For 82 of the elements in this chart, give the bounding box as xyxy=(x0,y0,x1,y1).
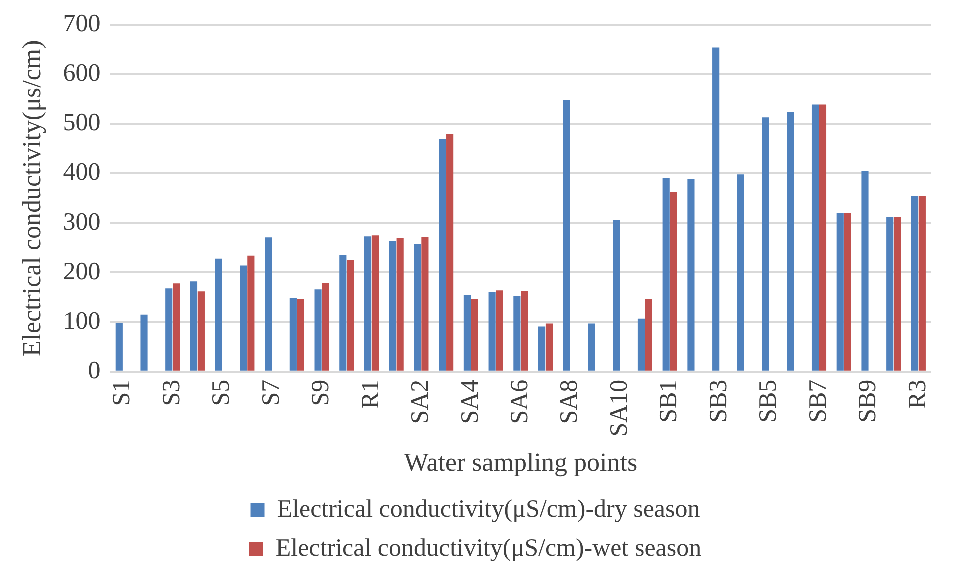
x-tick-label: SA10 xyxy=(606,380,633,437)
legend-label: Electrical conductivity(μS/cm)-dry season xyxy=(277,496,701,524)
x-tick-label: SB5 xyxy=(755,380,782,423)
bar xyxy=(514,296,521,371)
bar xyxy=(886,217,894,371)
bar xyxy=(166,288,173,371)
bar xyxy=(496,290,504,371)
bar xyxy=(712,48,720,371)
bar xyxy=(389,242,396,371)
bar xyxy=(372,236,380,371)
bar xyxy=(819,104,827,371)
y-axis-title: Electrical conductivity(μs/cm) xyxy=(17,40,46,357)
x-axis-title: Water sampling points xyxy=(404,448,638,478)
y-tick-label: 100 xyxy=(63,308,101,335)
bar xyxy=(396,238,404,371)
legend-label: Electrical conductivity(μS/cm)-wet season xyxy=(276,535,702,562)
bar xyxy=(464,296,472,371)
bar xyxy=(894,217,902,371)
x-tick-label: SB1 xyxy=(656,380,683,423)
bar xyxy=(563,100,570,371)
bar xyxy=(488,292,496,371)
bar xyxy=(240,266,248,371)
x-tick-label: SA6 xyxy=(506,380,534,424)
bar xyxy=(340,255,347,371)
y-tick-label: 500 xyxy=(63,110,101,137)
y-tick-label: 700 xyxy=(63,10,101,38)
x-tick-label: S3 xyxy=(158,380,186,406)
bar xyxy=(911,196,919,371)
bar xyxy=(414,244,422,371)
bar xyxy=(918,196,926,371)
y-tick-label: 200 xyxy=(63,258,101,286)
x-tick-label: S9 xyxy=(308,380,335,406)
x-tick-label: SB9 xyxy=(854,380,882,423)
bar xyxy=(613,220,620,371)
bar xyxy=(670,192,678,371)
bar xyxy=(446,134,454,371)
bar xyxy=(546,324,554,371)
y-tick-label: 300 xyxy=(63,208,101,236)
bar xyxy=(588,324,596,371)
bar xyxy=(688,179,695,371)
bar xyxy=(638,318,646,371)
bar xyxy=(439,139,446,371)
x-tick-label: R3 xyxy=(904,380,932,410)
bar xyxy=(173,284,180,371)
x-tick-label: SA2 xyxy=(407,380,434,424)
bar xyxy=(322,283,330,371)
bar xyxy=(364,236,372,371)
bar xyxy=(787,112,794,371)
bar xyxy=(248,256,255,371)
bar xyxy=(290,298,297,371)
bar xyxy=(422,237,429,371)
x-tick-label: SB3 xyxy=(705,380,732,423)
x-tick-label: R1 xyxy=(357,380,384,410)
bar xyxy=(645,300,652,371)
x-tick-label: S1 xyxy=(108,380,136,406)
bar xyxy=(812,104,820,371)
bar xyxy=(116,323,123,371)
x-tick-label: S5 xyxy=(208,380,236,406)
bar xyxy=(198,292,205,371)
x-tick-label: SA4 xyxy=(456,379,484,424)
x-tick-label: SA8 xyxy=(556,380,584,424)
bar xyxy=(140,314,148,371)
bar xyxy=(265,238,272,371)
y-tick-label: 400 xyxy=(63,159,101,186)
bar xyxy=(862,171,869,371)
x-tick-label: S7 xyxy=(258,380,285,406)
bar xyxy=(737,174,744,371)
bar xyxy=(521,291,528,371)
bar xyxy=(538,326,546,371)
bar xyxy=(347,260,354,371)
bar xyxy=(297,300,304,371)
bar xyxy=(836,213,844,371)
bar xyxy=(844,213,852,371)
bar xyxy=(762,118,770,371)
y-tick-label: 0 xyxy=(88,357,101,384)
bar xyxy=(314,290,322,371)
y-tick-label: 600 xyxy=(63,60,101,88)
bar xyxy=(215,258,222,371)
bar xyxy=(471,299,478,371)
bar xyxy=(190,282,198,371)
bar xyxy=(662,178,670,371)
x-tick-label: SB7 xyxy=(804,380,832,423)
